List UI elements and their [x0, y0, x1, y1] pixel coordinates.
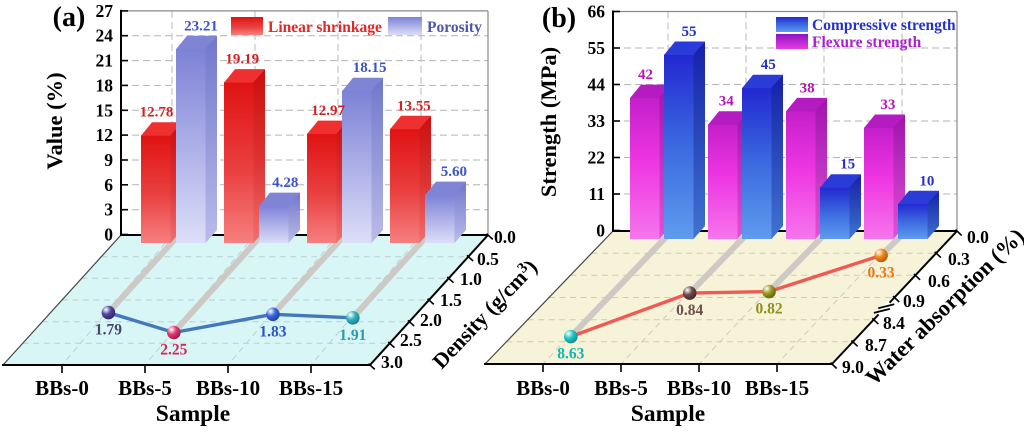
svg-text:27: 27	[96, 1, 114, 21]
svg-text:12: 12	[96, 125, 114, 145]
svg-text:3: 3	[104, 200, 113, 220]
svg-text:Sample: Sample	[156, 401, 230, 427]
svg-text:21: 21	[96, 51, 114, 71]
svg-text:BBs-5: BBs-5	[594, 376, 648, 400]
svg-text:42: 42	[638, 67, 653, 83]
svg-text:10: 10	[919, 173, 934, 189]
svg-text:18: 18	[96, 75, 114, 95]
svg-text:66: 66	[588, 2, 606, 22]
svg-text:0.0: 0.0	[967, 227, 989, 247]
svg-text:BBs-0: BBs-0	[516, 376, 570, 400]
svg-text:19.19: 19.19	[225, 52, 259, 68]
svg-text:0.82: 0.82	[755, 301, 782, 318]
svg-text:2.5: 2.5	[400, 330, 422, 350]
svg-text:Flexure strength: Flexure strength	[812, 34, 922, 51]
svg-text:2.0: 2.0	[420, 310, 442, 330]
svg-text:8.63: 8.63	[557, 346, 584, 363]
svg-text:15: 15	[840, 157, 855, 173]
svg-text:45: 45	[761, 57, 776, 73]
svg-text:5.60: 5.60	[441, 164, 467, 180]
svg-text:Compressive strength: Compressive strength	[812, 17, 956, 34]
svg-text:1.79: 1.79	[95, 322, 122, 339]
svg-text:Strength (MPa): Strength (MPa)	[536, 47, 561, 197]
svg-text:Linear shrinkage: Linear shrinkage	[268, 19, 382, 36]
svg-text:0.6: 0.6	[928, 271, 950, 291]
svg-text:Value (%): Value (%)	[42, 72, 67, 169]
svg-text:0.33: 0.33	[868, 264, 895, 281]
svg-text:0.84: 0.84	[676, 302, 703, 319]
svg-text:55: 55	[682, 24, 697, 40]
svg-text:44: 44	[588, 75, 606, 95]
svg-text:1.91: 1.91	[339, 327, 366, 344]
svg-text:0.9: 0.9	[903, 291, 925, 311]
svg-text:12.78: 12.78	[140, 105, 174, 121]
svg-text:8.7: 8.7	[865, 335, 887, 355]
svg-text:1.5: 1.5	[440, 290, 462, 310]
svg-text:8.4: 8.4	[883, 313, 905, 333]
svg-text:33: 33	[880, 97, 895, 113]
svg-text:15: 15	[96, 100, 114, 120]
svg-text:9.0: 9.0	[842, 357, 864, 377]
svg-text:22: 22	[588, 148, 606, 168]
svg-text:0: 0	[596, 221, 605, 241]
svg-text:Sample: Sample	[631, 401, 705, 427]
svg-text:BBs-15: BBs-15	[279, 376, 343, 400]
svg-text:18.15: 18.15	[353, 60, 387, 76]
svg-text:13.55: 13.55	[397, 98, 431, 114]
svg-text:0.3: 0.3	[948, 249, 970, 269]
svg-text:BBs-15: BBs-15	[745, 376, 809, 400]
svg-text:2.25: 2.25	[160, 342, 187, 359]
svg-text:34: 34	[719, 94, 735, 110]
svg-text:11: 11	[588, 184, 605, 204]
svg-text:(a): (a)	[53, 2, 86, 33]
svg-text:0: 0	[104, 225, 113, 245]
svg-text:33: 33	[588, 111, 606, 131]
svg-text:Porosity: Porosity	[427, 19, 482, 36]
svg-text:12.97: 12.97	[311, 103, 345, 119]
svg-text:0.5: 0.5	[477, 249, 499, 269]
svg-text:9: 9	[104, 150, 113, 170]
svg-text:38: 38	[800, 80, 815, 96]
svg-text:23.21: 23.21	[184, 18, 218, 34]
svg-text:BBs-10: BBs-10	[196, 376, 260, 400]
svg-text:4.28: 4.28	[272, 175, 298, 191]
svg-text:24: 24	[96, 26, 114, 46]
svg-text:BBs-10: BBs-10	[667, 376, 731, 400]
svg-text:1.83: 1.83	[259, 323, 286, 340]
svg-text:BBs-5: BBs-5	[118, 376, 172, 400]
svg-text:3.0: 3.0	[381, 352, 403, 372]
svg-text:BBs-0: BBs-0	[35, 376, 89, 400]
svg-text:6: 6	[104, 175, 113, 195]
svg-text:(b): (b)	[542, 3, 576, 34]
svg-text:0.0: 0.0	[494, 227, 516, 247]
svg-text:55: 55	[588, 38, 606, 58]
svg-text:1.0: 1.0	[460, 269, 482, 289]
